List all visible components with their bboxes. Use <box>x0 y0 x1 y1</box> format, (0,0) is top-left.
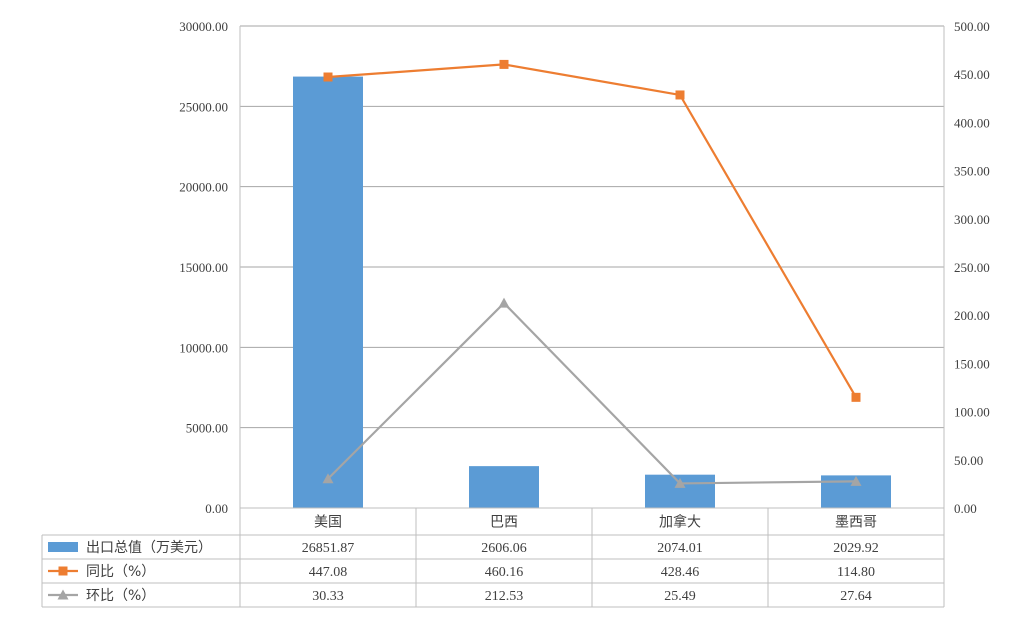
table-cell: 25.49 <box>664 589 696 604</box>
y-right-tick-label: 0.00 <box>954 501 977 516</box>
y-left-tick-label: 30000.00 <box>179 19 228 34</box>
series-name: 出口总值（万美元） <box>86 540 212 556</box>
category-label: 加拿大 <box>659 514 701 531</box>
y-left-tick-label: 10000.00 <box>179 340 228 355</box>
y-right-tick-label: 250.00 <box>954 260 990 275</box>
table-cell: 2029.92 <box>833 541 879 556</box>
series-name: 环比（%） <box>86 588 155 604</box>
point-marker <box>323 72 333 82</box>
y-left-tick-label: 15000.00 <box>179 260 228 275</box>
table-cell: 428.46 <box>661 565 700 580</box>
y-right-tick-label: 400.00 <box>954 115 990 130</box>
axes: 0.00 5000.00 10000.00 15000.00 20000.00 25000… <box>179 19 990 516</box>
table-cell: 30.33 <box>312 589 344 604</box>
y-right-tick-label: 300.00 <box>954 212 990 227</box>
table-cell: 27.64 <box>840 589 872 604</box>
y-right-tick-label: 100.00 <box>954 405 990 420</box>
table-cell: 26851.87 <box>302 541 355 556</box>
legend-key-marker <box>57 589 69 600</box>
y-right-tick-label: 450.00 <box>954 67 990 82</box>
y-right-tick-label: 350.00 <box>954 164 990 179</box>
legend-key <box>48 542 78 552</box>
line-series <box>322 59 862 488</box>
bar-series <box>293 76 891 508</box>
point-marker <box>322 473 334 484</box>
legend-key-marker <box>58 566 68 576</box>
y-left-tick-label: 20000.00 <box>179 180 228 195</box>
point-marker <box>850 475 862 486</box>
bar <box>293 76 363 508</box>
point-marker <box>498 297 510 308</box>
y-right-tick-label: 150.00 <box>954 356 990 371</box>
series-name: 同比（%） <box>86 564 155 580</box>
y-right-tick-label: 500.00 <box>954 19 990 34</box>
table-cell: 2074.01 <box>657 541 703 556</box>
point-marker <box>674 477 686 488</box>
y-left-tick-label: 0.00 <box>205 501 228 516</box>
series-line <box>327 301 857 485</box>
y-left-tick-label: 25000.00 <box>179 99 228 114</box>
category-label: 墨西哥 <box>835 515 877 531</box>
y-right-tick-label: 200.00 <box>954 308 990 323</box>
table-cell: 460.16 <box>485 565 524 580</box>
point-marker <box>675 90 685 100</box>
point-marker <box>499 59 509 69</box>
y-left-tick-label: 5000.00 <box>186 421 228 436</box>
table-cell: 2606.06 <box>481 541 527 556</box>
table-cell: 212.53 <box>485 589 524 604</box>
category-label: 美国 <box>314 515 342 531</box>
bar <box>469 466 539 508</box>
table-cell: 114.80 <box>837 565 875 580</box>
series-line <box>327 63 857 398</box>
y-right-tick-label: 50.00 <box>954 453 983 468</box>
table-cell: 447.08 <box>309 565 348 580</box>
point-marker <box>851 392 861 402</box>
category-label: 巴西 <box>490 515 518 531</box>
